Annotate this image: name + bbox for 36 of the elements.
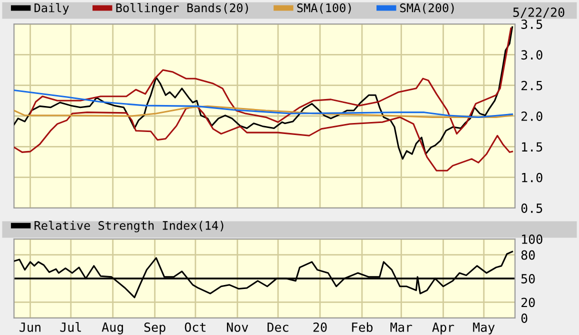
y-tick-label: 2.5 xyxy=(521,80,542,90)
line-series xyxy=(14,105,514,118)
line-series xyxy=(14,89,514,118)
x-tick-label: Nov xyxy=(226,322,248,332)
y-tick-label: 3.5 xyxy=(521,20,542,29)
x-tick-label: Aug xyxy=(102,322,123,334)
x-tick-label: Feb xyxy=(352,322,373,332)
y-tick-label: 80 xyxy=(521,250,535,260)
legend-label: SMA(200) xyxy=(400,3,454,14)
y-tick-label: 20 xyxy=(521,298,535,308)
line-series xyxy=(29,28,512,135)
line-series xyxy=(14,26,514,160)
legend-label: Relative Strength Index(14) xyxy=(34,220,224,232)
x-tick-label: Oct xyxy=(184,322,206,332)
x-tick-label: Mar xyxy=(390,322,412,332)
line-series xyxy=(14,250,514,298)
legend-label: Bollinger Bands(20) xyxy=(116,3,248,15)
legend-label: SMA(100) xyxy=(297,3,351,14)
y-tick-label: 50 xyxy=(521,274,535,284)
text: 5/22/20 xyxy=(513,8,564,18)
x-tick-label: Sep xyxy=(144,322,166,334)
y-tick-label: 3.0 xyxy=(521,50,542,60)
legend-label: Daily xyxy=(34,3,69,15)
x-tick-label: May xyxy=(473,322,495,334)
y-tick-label: 1.0 xyxy=(522,172,542,182)
y-tick-label: 2.0 xyxy=(521,112,542,121)
y-tick-label: 1.5 xyxy=(522,142,542,152)
x-tick-label: Apr xyxy=(432,322,454,334)
x-tick-label: 20 xyxy=(313,322,327,332)
line-series xyxy=(14,105,514,172)
x-tick-label: Jun xyxy=(20,322,40,332)
x-tick-label: Dec xyxy=(268,322,288,332)
x-tick-label: Jul xyxy=(60,322,81,332)
y-tick-label: 0.5 xyxy=(521,204,542,213)
y-tick-label: 0 xyxy=(521,314,528,323)
y-tick-label: 100 xyxy=(522,234,542,244)
